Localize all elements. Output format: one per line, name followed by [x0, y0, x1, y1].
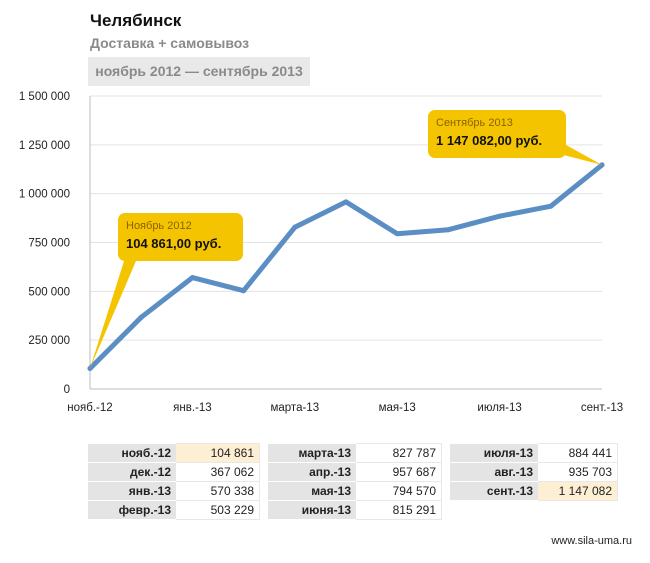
data-point [138, 314, 144, 320]
y-tick-label: 500 000 [28, 286, 70, 298]
table-month-cell: февр.-13 [88, 500, 176, 520]
callout-box [118, 213, 243, 261]
table-row: мая-13 794 570 [268, 481, 442, 501]
data-point [343, 199, 349, 205]
x-tick-label: янв.-13 [173, 402, 212, 414]
callout-label: Ноябрь 2012 [126, 220, 192, 232]
x-axis: нояб.-12 янв.-13 марта-13 мая-13 июля-13 сент… [67, 402, 623, 414]
table-month-cell: янв.-13 [88, 481, 176, 501]
page-title: Челябинск [90, 11, 182, 30]
y-tick-label: 0 [64, 384, 70, 396]
series-line [87, 162, 605, 371]
table-month-cell: сент.-13 [450, 481, 538, 501]
y-tick-label: 750 000 [28, 238, 70, 250]
callout-2: Сентябрь 2013 1 147 082,00 руб. [428, 110, 602, 165]
table-month-cell: нояб.-12 [88, 443, 176, 463]
table-value-cell: 570 338 [176, 481, 260, 501]
table-row: дек.-12 367 062 [88, 462, 260, 482]
table-month-cell: июня-13 [268, 500, 356, 520]
callout-pointer [90, 261, 136, 369]
data-point [189, 275, 195, 281]
table-value-cell: 367 062 [176, 462, 260, 482]
data-point [548, 203, 554, 209]
data-point [497, 213, 503, 219]
data-point [292, 224, 298, 230]
callout-1: Ноябрь 2012 104 861,00 руб. [90, 213, 243, 369]
table-value-cell: 815 291 [356, 500, 442, 520]
data-point [445, 227, 451, 233]
table-month-cell: дек.-12 [88, 462, 176, 482]
table-value-cell: 957 687 [356, 462, 442, 482]
table-value-cell: 104 861 [176, 443, 260, 463]
table-value-cell: 1 147 082 [538, 481, 618, 501]
y-tick-label: 1 000 000 [19, 189, 70, 201]
footer-url: www.sila-uma.ru [551, 535, 632, 547]
chart-series [87, 162, 605, 372]
table-row: июля-13 884 441 [450, 443, 618, 463]
table-month-cell: мая-13 [268, 481, 356, 501]
table-row: апр.-13 957 687 [268, 462, 442, 482]
x-tick-label: нояб.-12 [67, 402, 112, 414]
y-tick-label: 1 500 000 [19, 91, 70, 103]
page-subtitle: Доставка + самовывоз [90, 35, 250, 51]
period-badge: ноябрь 2012 — сентябрь 2013 [88, 57, 310, 86]
x-tick-label: июля-13 [477, 402, 521, 414]
y-axis: 0 250 000 500 000 750 000 1 000 000 1 250 000… [19, 91, 70, 396]
callout-value: 1 147 082,00 руб. [436, 133, 542, 148]
table-value-cell: 503 229 [176, 500, 260, 520]
chart-callouts: Ноябрь 2012 104 861,00 руб. Сентябрь 2013 1… [90, 110, 602, 369]
callout-label: Сентябрь 2013 [436, 117, 513, 129]
data-point [241, 288, 247, 294]
table-row: сент.-13 1 147 082 [450, 481, 618, 501]
y-tick-label: 250 000 [28, 335, 70, 347]
y-tick-label: 1 250 000 [19, 140, 70, 152]
callout-value: 104 861,00 руб. [126, 236, 221, 251]
callout-box [428, 110, 566, 158]
data-table-col-2: марта-13 827 787 апр.-13 957 687 мая-13 794 5… [268, 443, 442, 520]
table-row: июня-13 815 291 [268, 500, 442, 520]
table-row: марта-13 827 787 [268, 443, 442, 463]
table-row: февр.-13 503 229 [88, 500, 260, 520]
table-month-cell: апр.-13 [268, 462, 356, 482]
data-table-col-1: нояб.-12 104 861 дек.-12 367 062 янв.-13 570 … [88, 443, 260, 520]
x-tick-label: марта-13 [270, 402, 319, 414]
x-tick-label: мая-13 [379, 402, 416, 414]
data-point [394, 231, 400, 237]
table-month-cell: авг.-13 [450, 462, 538, 482]
table-row: янв.-13 570 338 [88, 481, 260, 501]
table-value-cell: 935 703 [538, 462, 618, 482]
table-value-cell: 794 570 [356, 481, 442, 501]
table-value-cell: 884 441 [538, 443, 618, 463]
table-value-cell: 827 787 [356, 443, 442, 463]
table-month-cell: июля-13 [450, 443, 538, 463]
table-row: авг.-13 935 703 [450, 462, 618, 482]
data-table-col-3: июля-13 884 441 авг.-13 935 703 сент.-13 1 14… [450, 443, 618, 501]
table-row: нояб.-12 104 861 [88, 443, 260, 463]
table-month-cell: марта-13 [268, 443, 356, 463]
line-chart: 0 250 000 500 000 750 000 1 000 000 1 250 000… [19, 91, 623, 414]
x-tick-label: сент.-13 [581, 402, 623, 414]
